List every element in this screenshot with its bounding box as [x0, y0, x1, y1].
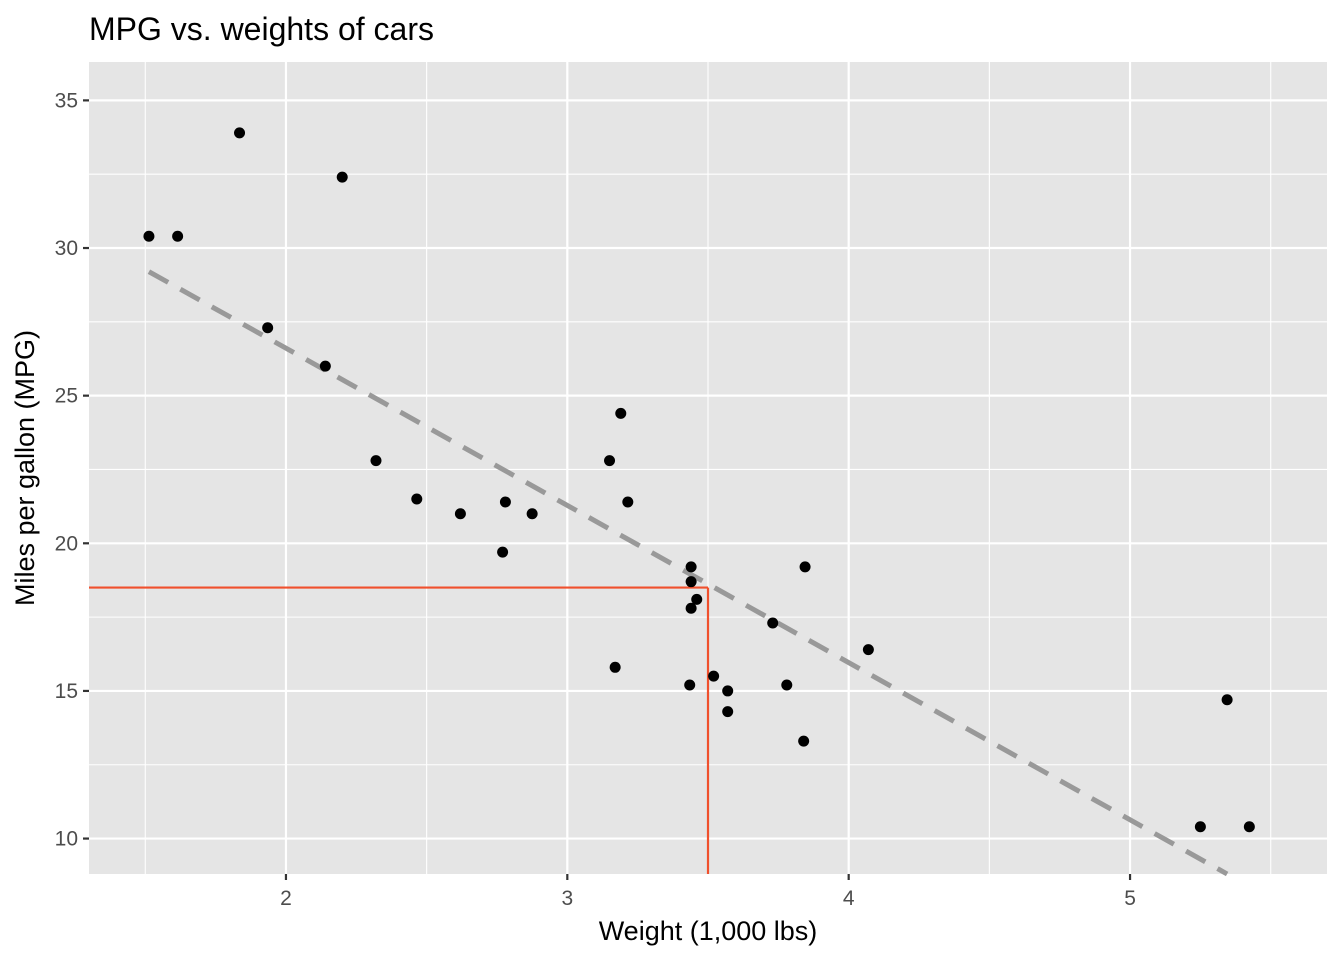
data-point: [685, 576, 697, 588]
data-point: [234, 127, 246, 139]
data-point: [684, 679, 696, 691]
chart-title: MPG vs. weights of cars: [89, 11, 434, 47]
x-axis: 2 3 4 5: [280, 874, 1136, 910]
reference-lines-layer: [89, 586, 710, 874]
data-point: [781, 679, 793, 691]
y-tick-label: 15: [55, 680, 78, 703]
x-tick-label: 3: [561, 887, 573, 910]
data-point: [722, 706, 734, 718]
y-axis-title: Miles per gallon (MPG): [10, 330, 40, 606]
data-point: [798, 735, 810, 747]
data-point: [615, 407, 627, 419]
data-point: [454, 508, 466, 520]
data-point: [609, 661, 621, 673]
y-tick-label: 20: [55, 532, 78, 555]
y-tick-label: 35: [55, 89, 78, 112]
data-point: [708, 670, 720, 682]
y-tick-label: 10: [55, 828, 78, 851]
data-point: [622, 496, 634, 508]
data-point: [370, 455, 382, 467]
trend-line: [147, 269, 1229, 877]
data-point: [1221, 694, 1233, 706]
data-point: [526, 508, 538, 520]
data-point: [319, 360, 331, 372]
data-point: [685, 602, 697, 614]
y-axis: 10 15 20 25 30 35: [55, 89, 89, 851]
trend-line-layer: [147, 269, 1229, 877]
data-point: [262, 322, 274, 334]
data-point: [143, 230, 155, 242]
data-point: [722, 685, 734, 697]
data-point: [604, 455, 616, 467]
data-point: [685, 561, 697, 573]
data-point: [1194, 821, 1206, 833]
x-tick-label: 2: [280, 887, 292, 910]
x-tick-label: 4: [843, 887, 855, 910]
data-point: [499, 496, 511, 508]
data-point: [497, 546, 509, 558]
data-point: [411, 493, 423, 505]
data-point: [862, 644, 874, 656]
data-point: [691, 593, 703, 605]
y-tick-label: 25: [55, 385, 78, 408]
data-point: [172, 230, 184, 242]
data-point: [767, 617, 779, 629]
y-tick-label: 30: [55, 237, 78, 260]
data-point: [799, 561, 811, 573]
x-tick-label: 5: [1124, 887, 1136, 910]
data-points: [143, 127, 1255, 833]
x-axis-title: Weight (1,000 lbs): [599, 916, 818, 946]
data-point: [336, 171, 348, 183]
data-point: [1243, 821, 1255, 833]
